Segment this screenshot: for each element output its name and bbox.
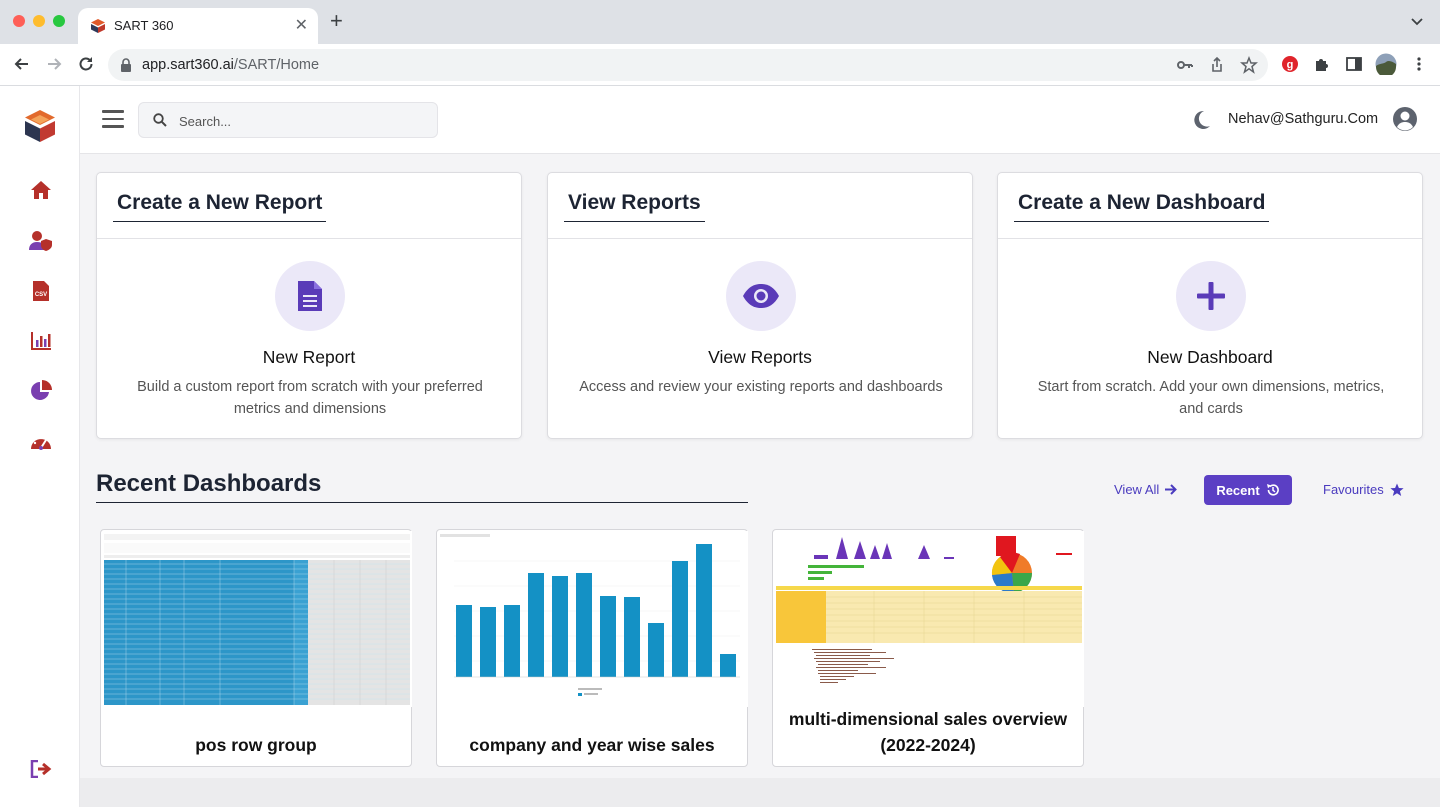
- view-reports-icon-button[interactable]: [726, 261, 796, 331]
- card-title: Create a New Dashboard: [1014, 191, 1270, 222]
- dashboard-card-pos-row-group[interactable]: pos row group: [100, 529, 412, 767]
- dashboard-title: multi-dimensional sales overview (2022-2…: [788, 709, 1068, 755]
- card-description: Build a custom report from scratch with …: [137, 379, 483, 417]
- card-title: View Reports: [564, 191, 705, 222]
- dashboard-thumbnail-table: [102, 531, 412, 707]
- plus-icon: [1197, 282, 1225, 310]
- svg-text:g: g: [1287, 59, 1294, 71]
- bookmark-star-icon[interactable]: [1240, 56, 1258, 74]
- sidebar-item-users[interactable]: [28, 228, 54, 254]
- extensions-puzzle-icon[interactable]: [1313, 55, 1331, 73]
- sidebar-item-csv[interactable]: CSV: [28, 278, 54, 304]
- dashboard-card-multi-dimensional-sales[interactable]: multi-dimensional sales overview (2022-2…: [772, 529, 1084, 767]
- home-icon: [31, 181, 51, 199]
- search-icon: [153, 113, 167, 127]
- arrow-right-icon: [1165, 484, 1178, 495]
- back-arrow-icon[interactable]: [12, 54, 32, 74]
- close-window-button[interactable]: [13, 15, 25, 27]
- address-bar[interactable]: app.sart360.ai/SART/Home: [108, 49, 1268, 81]
- page-footer: [80, 778, 1440, 807]
- share-icon[interactable]: [1208, 56, 1226, 74]
- create-report-card[interactable]: Create a New Report New Report Build a c…: [96, 172, 522, 439]
- card-name: New Report: [262, 347, 356, 367]
- csv-file-icon: CSV: [33, 281, 49, 301]
- view-all-link[interactable]: View All: [1114, 482, 1178, 497]
- recent-button[interactable]: Recent: [1204, 475, 1292, 505]
- new-dashboard-icon-button[interactable]: [1176, 261, 1246, 331]
- new-tab-button[interactable]: +: [330, 8, 343, 33]
- favourites-label: Favourites: [1323, 482, 1384, 497]
- profile-avatar-icon[interactable]: [1375, 53, 1397, 75]
- dashboard-title: pos row group: [195, 735, 317, 755]
- lock-icon: [121, 58, 131, 72]
- tab-title: SART 360: [114, 18, 174, 33]
- create-dashboard-card[interactable]: Create a New Dashboard New Dashboard Sta…: [997, 172, 1423, 439]
- minimize-window-button[interactable]: [33, 15, 45, 27]
- card-name: New Dashboard: [1147, 347, 1273, 367]
- view-all-label: View All: [1114, 482, 1160, 497]
- side-panel-icon[interactable]: [1345, 55, 1363, 73]
- card-header: View Reports: [548, 173, 972, 239]
- dashboard-thumbnail-bar-chart: [438, 531, 748, 707]
- menu-toggle-button[interactable]: [102, 110, 124, 128]
- star-icon: [1390, 483, 1404, 496]
- card-title: Create a New Report: [113, 191, 327, 222]
- card-header: Create a New Dashboard: [998, 173, 1422, 239]
- tab-search-chevron-icon[interactable]: [1410, 14, 1424, 28]
- history-icon: [1266, 484, 1279, 496]
- card-description: Access and review your existing reports …: [579, 379, 943, 395]
- dashboard-thumbnail-mixed: [774, 531, 1084, 707]
- logout-button[interactable]: [28, 756, 54, 782]
- gauge-icon: [31, 436, 51, 450]
- card-description: Start from scratch. Add your own dimensi…: [1037, 379, 1385, 417]
- recent-label: Recent: [1216, 482, 1260, 498]
- card-name: View Reports: [708, 347, 812, 367]
- dashboard-title: company and year wise sales: [469, 735, 715, 755]
- browser-menu-icon[interactable]: [1410, 55, 1428, 73]
- sart-logo-icon: [25, 110, 55, 142]
- user-avatar-icon[interactable]: [1392, 106, 1418, 132]
- browser-tab[interactable]: SART 360 ✕: [78, 8, 318, 44]
- dashboard-card-company-year-sales[interactable]: company and year wise sales: [436, 529, 748, 767]
- url-text: app.sart360.ai/SART/Home: [142, 57, 320, 73]
- sidebar-item-analytics[interactable]: [28, 428, 54, 454]
- section-title: Recent Dashboards: [96, 470, 748, 503]
- app-root: CSV Nehav@Sathguru.Com Create a New Repo…: [0, 86, 1440, 807]
- sidebar-item-home[interactable]: [28, 177, 54, 203]
- key-icon[interactable]: [1176, 56, 1194, 74]
- view-reports-card[interactable]: View Reports View Reports Access and rev…: [547, 172, 973, 439]
- dark-mode-moon-icon[interactable]: [1190, 109, 1212, 131]
- maximize-window-button[interactable]: [53, 15, 65, 27]
- bar-chart-icon: [31, 332, 51, 350]
- tab-close-icon[interactable]: ✕: [294, 17, 308, 34]
- new-report-icon-button[interactable]: [275, 261, 345, 331]
- browser-toolbar: app.sart360.ai/SART/Home g: [0, 44, 1440, 86]
- logout-icon: [30, 760, 52, 778]
- favourites-button[interactable]: Favourites: [1323, 482, 1404, 497]
- search-input[interactable]: [179, 111, 419, 131]
- sidebar: CSV: [0, 86, 80, 807]
- forward-arrow-icon[interactable]: [44, 54, 64, 74]
- card-header: Create a New Report: [97, 173, 521, 239]
- extension-g-icon[interactable]: g: [1281, 55, 1299, 73]
- sart-favicon-icon: [91, 19, 105, 33]
- document-icon: [298, 281, 322, 311]
- svg-text:CSV: CSV: [35, 292, 47, 298]
- reload-icon[interactable]: [76, 54, 96, 74]
- browser-tab-bar: SART 360 ✕ +: [0, 0, 1440, 44]
- sidebar-item-reports[interactable]: [28, 328, 54, 354]
- eye-icon: [743, 284, 779, 308]
- app-header: Nehav@Sathguru.Com: [80, 86, 1440, 154]
- sidebar-item-dashboards[interactable]: [28, 378, 54, 404]
- search-box: [138, 102, 438, 138]
- user-shield-icon: [29, 231, 52, 251]
- user-email[interactable]: Nehav@Sathguru.Com: [1228, 111, 1379, 127]
- pie-chart-icon: [31, 380, 52, 400]
